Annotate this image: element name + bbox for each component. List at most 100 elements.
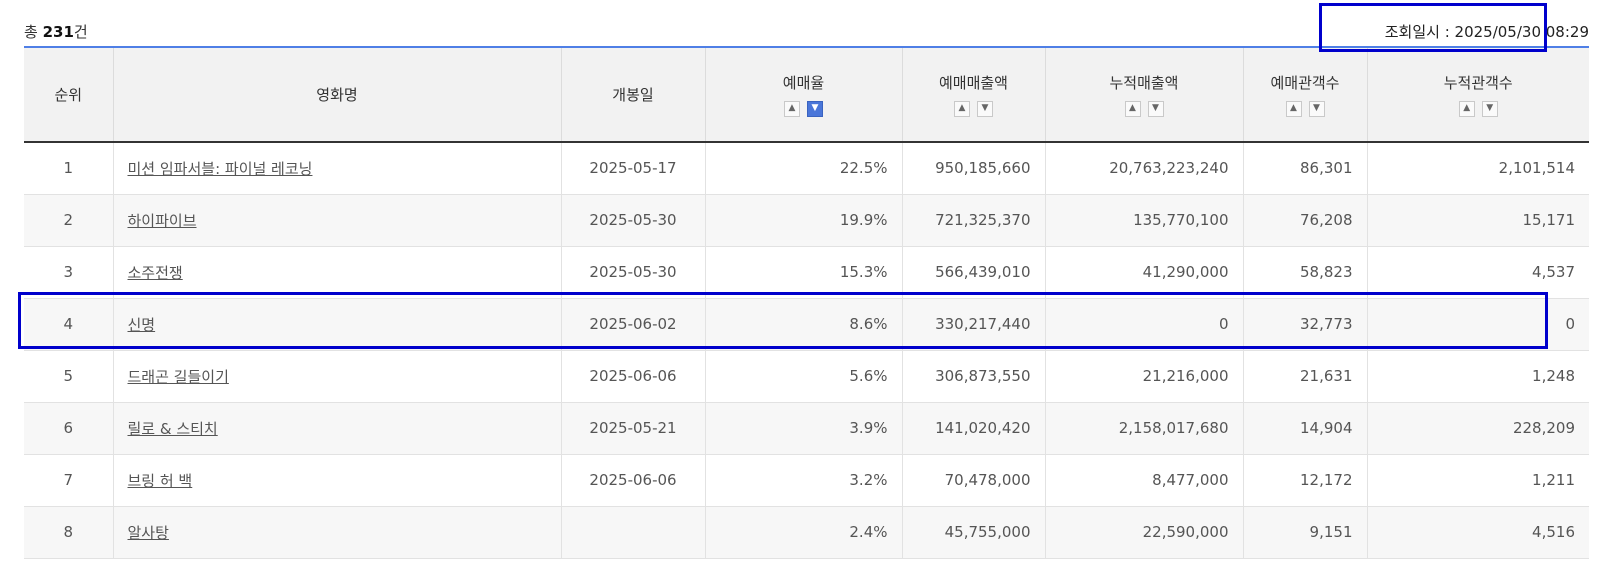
- booking-sales-cell: 950,185,660: [902, 142, 1046, 195]
- chevron-down-icon: ▼: [1313, 103, 1320, 113]
- movie-title-link[interactable]: 하이파이브: [127, 211, 197, 230]
- movie-title-link[interactable]: 브링 허 백: [127, 471, 193, 490]
- booking-audience-cell: 76,208: [1243, 194, 1368, 247]
- header-audience: 예매관객수 ▲ ▼: [1243, 48, 1368, 143]
- table-row: 8 알사탕 2.4% 45,755,000 22,590,000 9,151 4…: [24, 506, 1589, 559]
- booking-sales-cell: 566,439,010: [902, 246, 1046, 299]
- rank-cell: 3: [24, 246, 114, 299]
- sort-cum-sales-asc-button[interactable]: ▲: [1124, 100, 1141, 117]
- booking-rate-cell: 22.5%: [705, 142, 903, 195]
- sort-rate-desc-button[interactable]: ▼: [807, 100, 823, 117]
- rank-cell: 2: [24, 194, 114, 247]
- movie-title-link[interactable]: 신명: [127, 315, 156, 334]
- sort-audience-asc-button[interactable]: ▲: [1285, 100, 1302, 117]
- cumulative-audience-cell: 228,209: [1367, 402, 1589, 455]
- total-suffix: 건: [73, 23, 88, 41]
- box-office-table: 순위 영화명 개봉일 예매율 ▲ ▼ 예매매출액 ▲ ▼ 누적매출액: [24, 48, 1589, 559]
- total-count: 총 231건: [24, 21, 88, 42]
- movie-title-link[interactable]: 릴로 & 스티치: [127, 419, 218, 438]
- booking-rate-cell: 15.3%: [705, 246, 903, 299]
- title-cell: 신명: [113, 298, 562, 351]
- booking-audience-cell: 14,904: [1243, 402, 1368, 455]
- header-sales: 예매매출액 ▲ ▼: [902, 48, 1046, 143]
- cumulative-audience-cell: 4,516: [1367, 506, 1589, 559]
- sort-rate-asc-button[interactable]: ▲: [784, 100, 800, 117]
- booking-sales-cell: 721,325,370: [902, 194, 1046, 247]
- movie-title-link[interactable]: 소주전쟁: [127, 263, 183, 282]
- results-header: 총 231건 조회일시 : 2025/05/30 08:29: [24, 0, 1589, 48]
- release-date-cell: [561, 506, 706, 559]
- booking-rate-cell: 8.6%: [705, 298, 903, 351]
- booking-rate-cell: 3.2%: [705, 454, 903, 507]
- table-row: 2 하이파이브 2025-05-30 19.9% 721,325,370 135…: [24, 194, 1589, 247]
- chevron-up-icon: ▲: [958, 103, 966, 113]
- cumulative-sales-cell: 22,590,000: [1045, 506, 1244, 559]
- header-cum-sales: 누적매출액 ▲ ▼: [1045, 48, 1244, 143]
- title-cell: 하이파이브: [113, 194, 562, 247]
- cumulative-audience-cell: 1,211: [1367, 454, 1589, 507]
- sort-sales-desc-button[interactable]: ▼: [977, 100, 993, 117]
- title-cell: 릴로 & 스티치: [113, 402, 562, 455]
- sort-cum-audience-desc-button[interactable]: ▼: [1481, 100, 1498, 117]
- rank-cell: 5: [24, 350, 114, 403]
- booking-audience-cell: 12,172: [1243, 454, 1368, 507]
- booking-rate-cell: 5.6%: [705, 350, 903, 403]
- booking-sales-cell: 330,217,440: [902, 298, 1046, 351]
- header-cum-audience: 누적관객수 ▲ ▼: [1367, 48, 1589, 143]
- booking-audience-cell: 32,773: [1243, 298, 1368, 351]
- title-cell: 미션 임파서블: 파이널 레코닝: [113, 142, 562, 195]
- cumulative-sales-cell: 41,290,000: [1045, 246, 1244, 299]
- cumulative-audience-cell: 15,171: [1367, 194, 1589, 247]
- title-cell: 소주전쟁: [113, 246, 562, 299]
- cumulative-sales-cell: 0: [1045, 298, 1244, 351]
- release-date-cell: 2025-06-02: [561, 298, 706, 351]
- chevron-up-icon: ▲: [1129, 103, 1136, 113]
- table-row: 3 소주전쟁 2025-05-30 15.3% 566,439,010 41,2…: [24, 246, 1589, 299]
- title-cell: 알사탕: [113, 506, 562, 559]
- booking-sales-cell: 141,020,420: [902, 402, 1046, 455]
- rank-cell: 7: [24, 454, 114, 507]
- movie-title-link[interactable]: 드래곤 길들이기: [127, 367, 229, 386]
- chevron-up-icon: ▲: [788, 103, 796, 113]
- sort-sales-asc-button[interactable]: ▲: [954, 100, 970, 117]
- rank-cell: 6: [24, 402, 114, 455]
- cumulative-sales-cell: 21,216,000: [1045, 350, 1244, 403]
- table-header-row: 순위 영화명 개봉일 예매율 ▲ ▼ 예매매출액 ▲ ▼ 누적매출액: [24, 48, 1589, 143]
- rank-cell: 1: [24, 142, 114, 195]
- booking-rate-cell: 2.4%: [705, 506, 903, 559]
- total-number: 231: [42, 23, 74, 41]
- table-row: 1 미션 임파서블: 파이널 레코닝 2025-05-17 22.5% 950,…: [24, 142, 1589, 195]
- rank-cell: 8: [24, 506, 114, 559]
- booking-sales-cell: 306,873,550: [902, 350, 1046, 403]
- header-title: 영화명: [113, 48, 562, 143]
- chevron-up-icon: ▲: [1463, 103, 1471, 113]
- query-timestamp: 조회일시 : 2025/05/30 08:29: [1384, 23, 1589, 41]
- booking-audience-cell: 86,301: [1243, 142, 1368, 195]
- movie-title-link[interactable]: 알사탕: [127, 523, 169, 542]
- booking-audience-cell: 21,631: [1243, 350, 1368, 403]
- cumulative-sales-cell: 2,158,017,680: [1045, 402, 1244, 455]
- booking-audience-cell: 58,823: [1243, 246, 1368, 299]
- sort-audience-desc-button[interactable]: ▼: [1308, 100, 1325, 117]
- sort-cum-audience-asc-button[interactable]: ▲: [1458, 100, 1475, 117]
- release-date-cell: 2025-05-17: [561, 142, 706, 195]
- release-date-cell: 2025-06-06: [561, 350, 706, 403]
- table-row: 5 드래곤 길들이기 2025-06-06 5.6% 306,873,550 2…: [24, 350, 1589, 403]
- chevron-up-icon: ▲: [1290, 103, 1297, 113]
- chevron-down-icon: ▼: [981, 103, 989, 113]
- booking-rate-cell: 3.9%: [705, 402, 903, 455]
- table-row: 6 릴로 & 스티치 2025-05-21 3.9% 141,020,420 2…: [24, 402, 1589, 455]
- booking-sales-cell: 70,478,000: [902, 454, 1046, 507]
- booking-rate-cell: 19.9%: [705, 194, 903, 247]
- table-row: 4 신명 2025-06-02 8.6% 330,217,440 0 32,77…: [24, 298, 1589, 351]
- cumulative-audience-cell: 4,537: [1367, 246, 1589, 299]
- cumulative-sales-cell: 8,477,000: [1045, 454, 1244, 507]
- chevron-down-icon: ▼: [811, 103, 819, 113]
- cumulative-sales-cell: 20,763,223,240: [1045, 142, 1244, 195]
- title-cell: 브링 허 백: [113, 454, 562, 507]
- movie-title-link[interactable]: 미션 임파서블: 파이널 레코닝: [127, 159, 313, 178]
- sort-cum-sales-desc-button[interactable]: ▼: [1147, 100, 1164, 117]
- table-row: 7 브링 허 백 2025-06-06 3.2% 70,478,000 8,47…: [24, 454, 1589, 507]
- release-date-cell: 2025-06-06: [561, 454, 706, 507]
- header-release: 개봉일: [561, 48, 706, 143]
